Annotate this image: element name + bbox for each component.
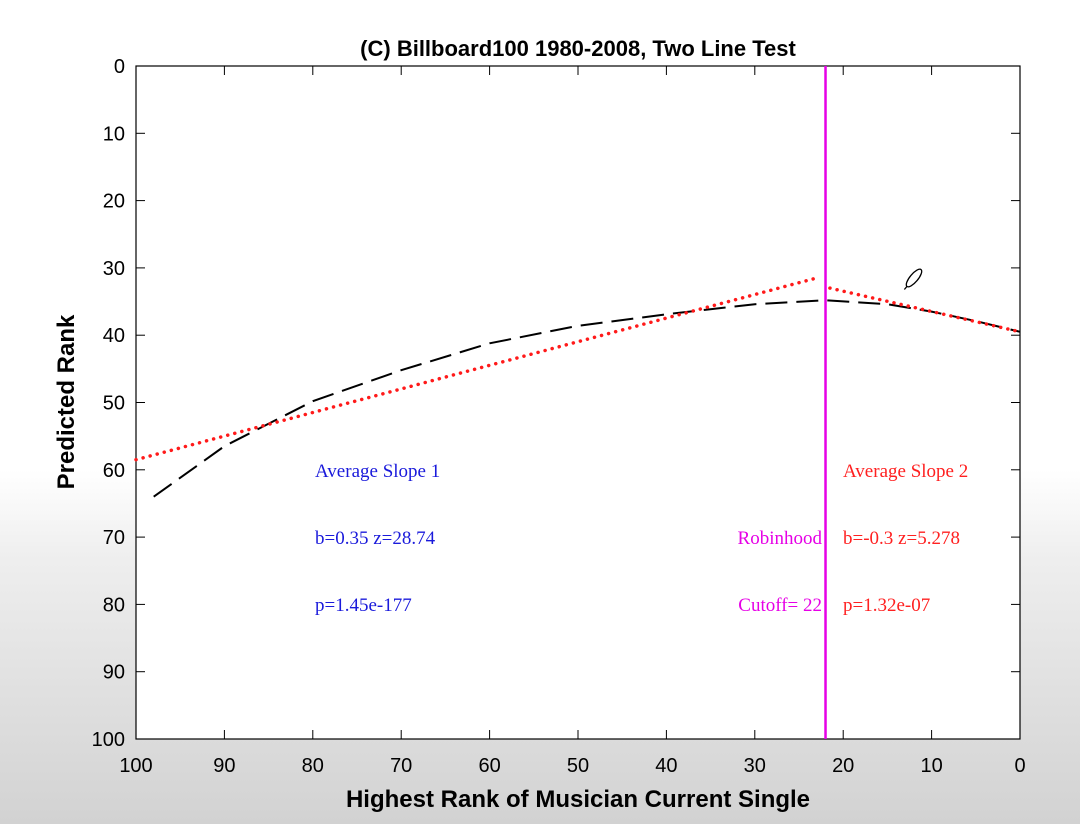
x-tick-label: 0	[1014, 755, 1025, 777]
x-tick-label: 50	[567, 755, 589, 777]
y-tick-label: 10	[103, 123, 125, 145]
x-tick-label: 10	[920, 755, 942, 777]
y-tick-label: 100	[92, 729, 125, 751]
y-tick-label: 60	[103, 460, 125, 482]
pen-cursor-icon	[903, 268, 923, 290]
y-tick-label: 30	[103, 258, 125, 280]
x-axis-label: Highest Rank of Musician Current Single	[346, 786, 810, 813]
x-tick-label: 20	[832, 755, 854, 777]
y-axis: 0 10 20 30 40 50 60 70 80 90 100	[92, 56, 1020, 751]
x-tick-label: 40	[655, 755, 677, 777]
x-tick-label: 60	[478, 755, 500, 777]
y-tick-label: 70	[103, 527, 125, 549]
slope1-p: p=1.45e-177	[315, 595, 412, 616]
x-tick-label: 70	[390, 755, 412, 777]
series-quadratic-fit	[153, 299, 1021, 498]
slope1-bz: b=0.35 z=28.74	[315, 528, 436, 549]
slope2-title: Average Slope 2	[843, 461, 968, 482]
y-tick-label: 80	[103, 594, 125, 616]
y-tick-label: 40	[103, 325, 125, 347]
cutoff-label: Cutoff= 22	[738, 595, 822, 616]
y-tick-label: 50	[103, 393, 125, 415]
plot-area	[135, 65, 1021, 740]
y-axis-label: Predicted Rank	[53, 314, 80, 489]
x-tick-label: 80	[302, 755, 324, 777]
series-layer	[134, 276, 1022, 498]
y-tick-label: 0	[114, 56, 125, 78]
slope1-title: Average Slope 1	[315, 461, 440, 482]
y-tick-label: 90	[103, 662, 125, 684]
x-tick-label: 30	[744, 755, 766, 777]
series-two-line-segment-1	[134, 276, 819, 462]
x-tick-label: 100	[119, 755, 152, 777]
annotations: Average Slope 1 b=0.35 z=28.74 p=1.45e-1…	[315, 461, 968, 616]
slope2-p: p=1.32e-07	[843, 595, 930, 616]
cutoff-name: Robinhood	[738, 528, 823, 549]
x-tick-label: 90	[213, 755, 235, 777]
slope2-bz: b=-0.3 z=5.278	[843, 528, 960, 549]
y-tick-label: 20	[103, 191, 125, 213]
chart-title: (C) Billboard100 1980-2008, Two Line Tes…	[360, 36, 796, 61]
x-axis: 100 90 80 70 60 50 40 30 20 10 0	[119, 66, 1026, 777]
